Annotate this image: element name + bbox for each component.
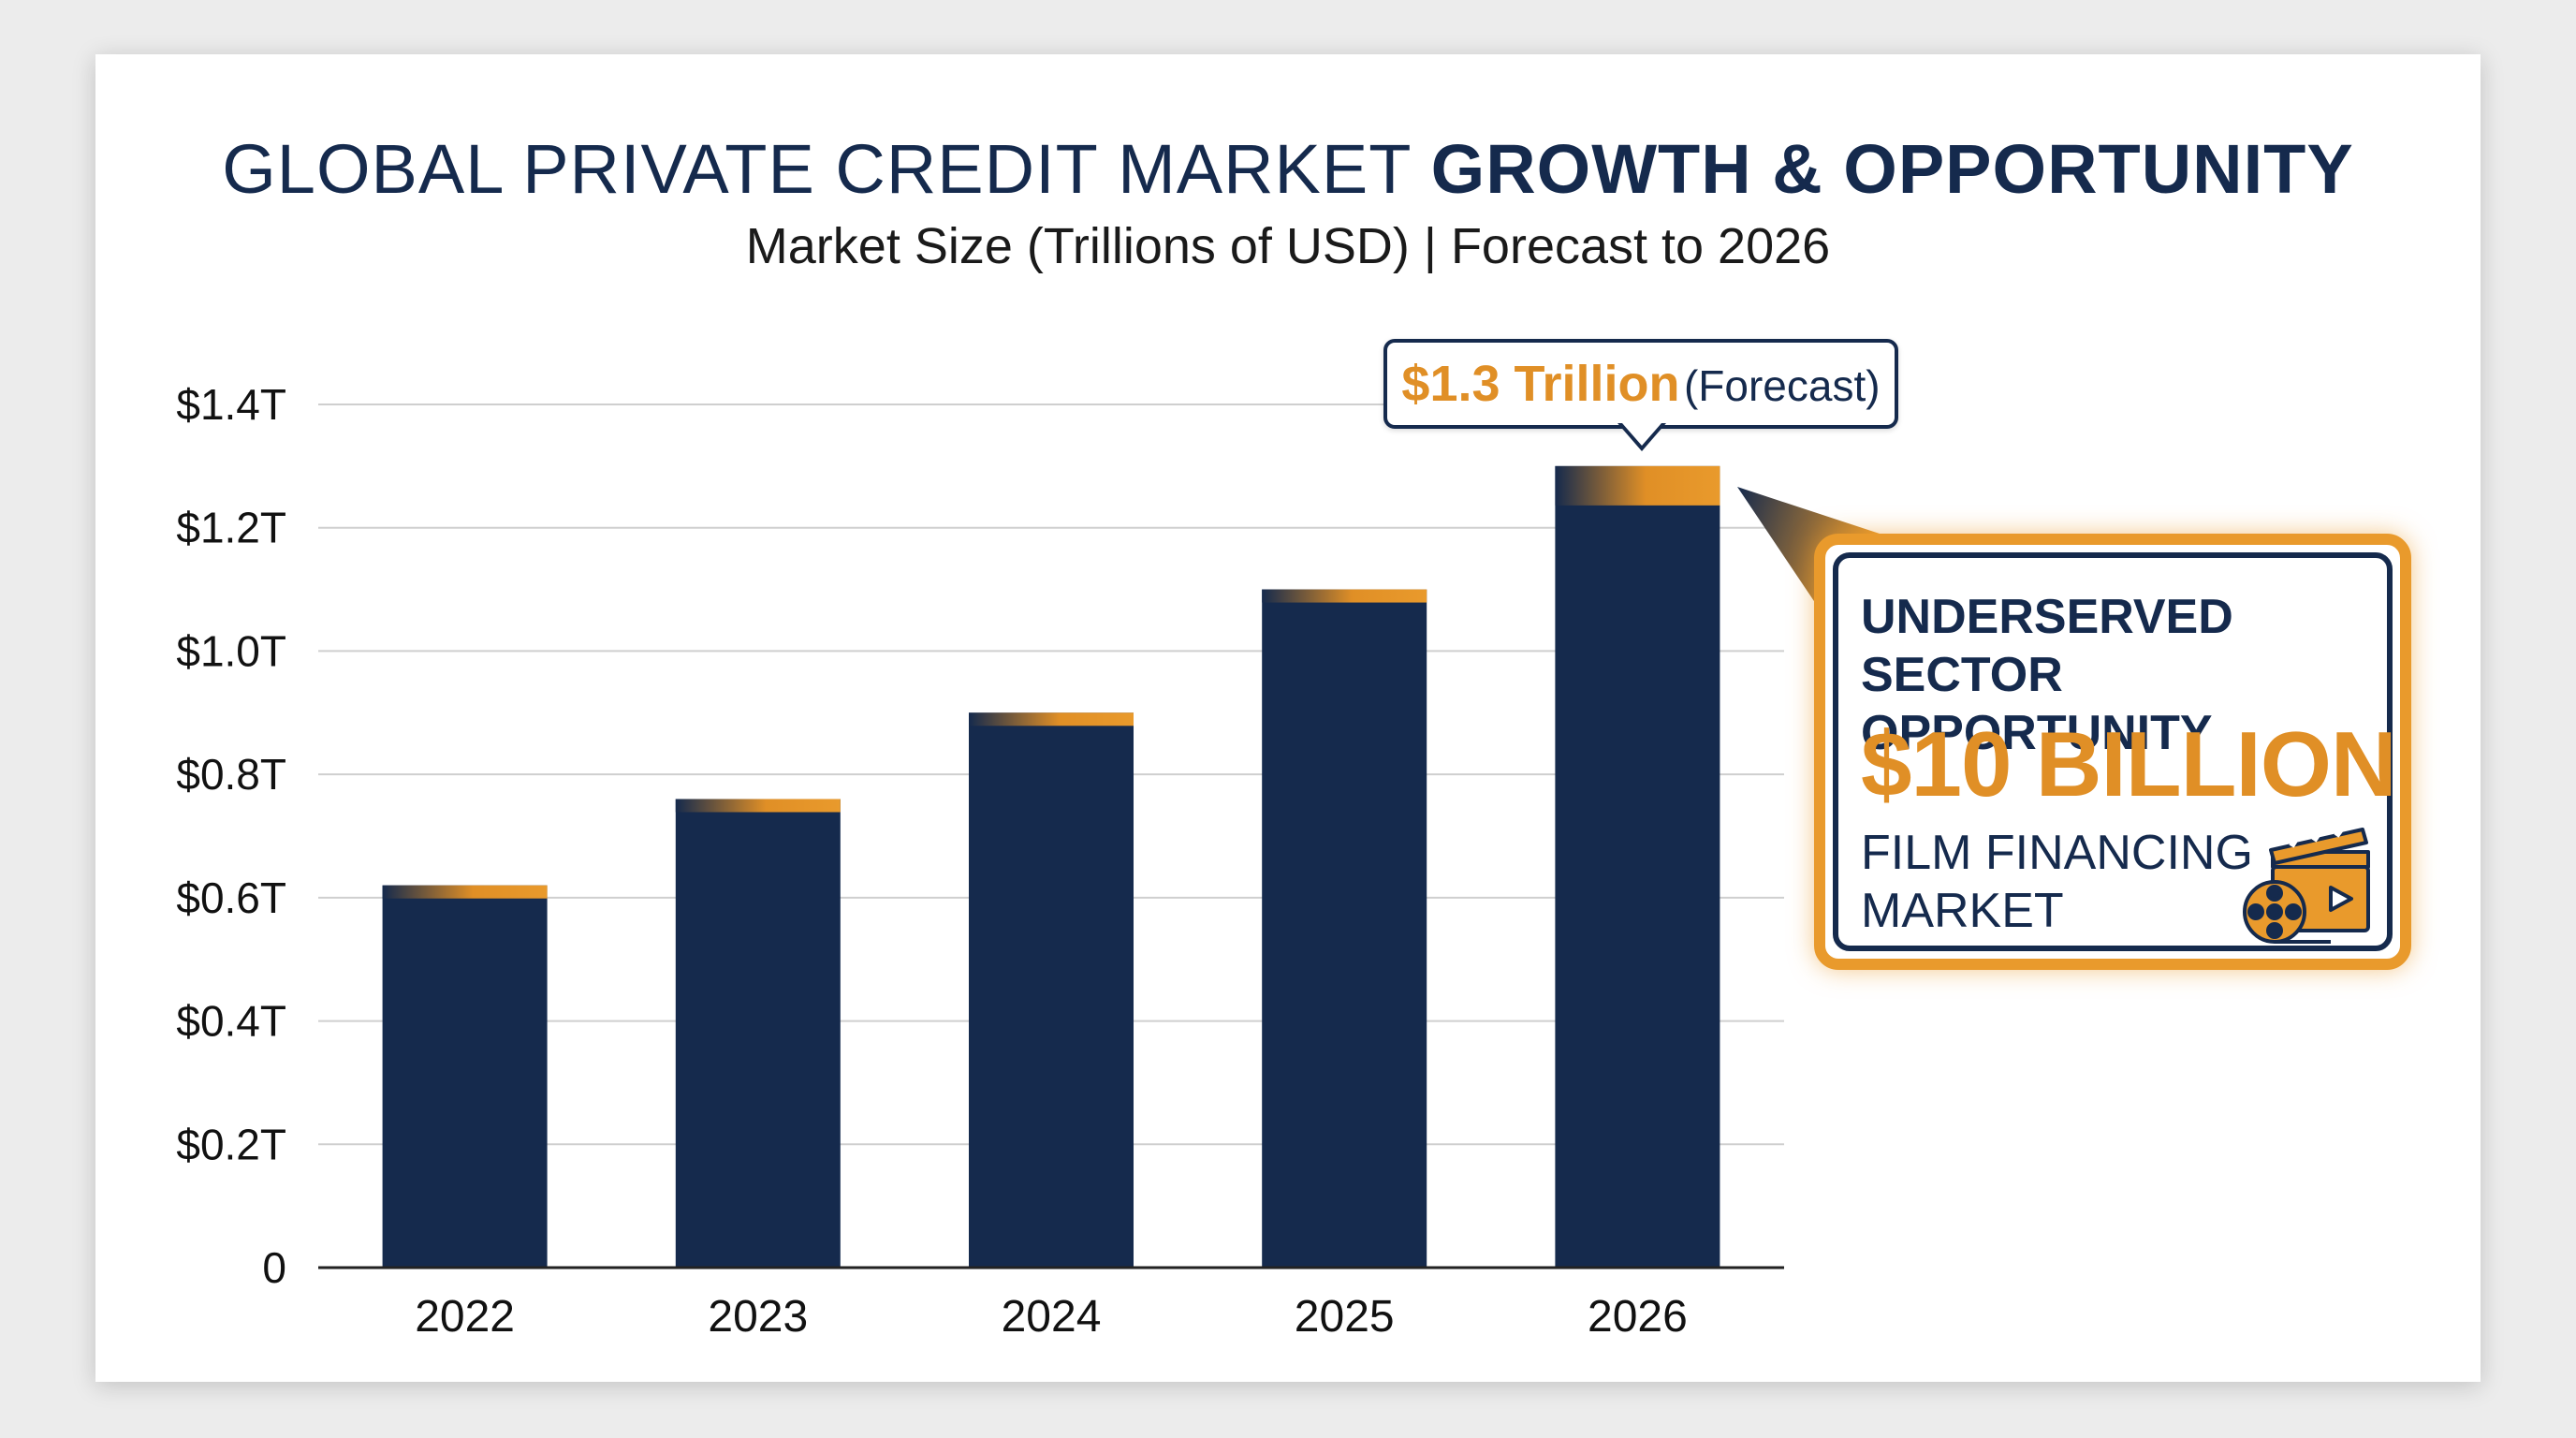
y-tick-label: 0 [262, 1243, 286, 1292]
bar-2026 [1555, 465, 1720, 1268]
bar-2022 [382, 885, 548, 1268]
x-tick-label: 2026 [1588, 1292, 1688, 1342]
chart-title: GLOBAL PRIVATE CREDIT MARKET GROWTH & OP… [0, 129, 2576, 209]
title-bold: GROWTH & OPPORTUNITY [1430, 130, 2354, 208]
callout-subtext: FILM FINANCING MARKET [1861, 826, 2253, 938]
forecast-label: $1.3 Trillion (Forecast) [1383, 339, 1898, 429]
bars [382, 465, 1720, 1268]
y-tick-label: $0.4T [176, 997, 286, 1046]
forecast-value: $1.3 Trillion [1401, 356, 1680, 412]
opportunity-callout: UNDERSERVED SECTOR OPPORTUNITY $10 BILLI… [1814, 534, 2411, 970]
bar-2025 [1262, 589, 1427, 1268]
y-tick-label: $1.0T [176, 626, 286, 675]
y-tick-label: $0.6T [176, 873, 286, 922]
x-tick-label: 2024 [1002, 1292, 1102, 1342]
y-tick-label: $1.4T [176, 380, 286, 429]
bar-cap-2026 [1555, 465, 1720, 506]
callout-heading: UNDERSERVED SECTOR OPPORTUNITY [1861, 590, 2233, 760]
x-tick-label: 2023 [708, 1292, 808, 1342]
x-tick-label: 2025 [1295, 1292, 1395, 1342]
y-tick-label: $0.8T [176, 750, 286, 799]
bar-2024 [969, 712, 1134, 1268]
bar-cap-2023 [675, 799, 841, 813]
bar-cap-2024 [969, 712, 1134, 726]
x-tick-label: 2022 [415, 1292, 515, 1342]
bar-cap-2022 [382, 885, 548, 899]
x-axis-ticks: 2022 2023 2024 2025 2026 [415, 1292, 1688, 1342]
title-regular: GLOBAL PRIVATE CREDIT MARKET [222, 130, 1431, 208]
y-axis-ticks: 0 $0.2T $0.4T $0.6T $0.8T $1.0T $1.2T $1.4T [176, 380, 286, 1292]
forecast-note: (Forecast) [1683, 361, 1881, 410]
callout-amount: $10 BILLION [1861, 712, 2397, 815]
film-clapper-reel-icon [2243, 824, 2370, 944]
chart-subtitle: Market Size (Trillions of USD) | Forecas… [745, 218, 1831, 274]
y-tick-label: $0.2T [176, 1120, 286, 1168]
y-tick-label: $1.2T [176, 504, 286, 552]
callout-inner-border [1833, 552, 2393, 951]
bar-2023 [675, 799, 841, 1268]
bar-cap-2025 [1262, 589, 1427, 603]
forecast-label-pointer-inner [1622, 423, 1661, 446]
